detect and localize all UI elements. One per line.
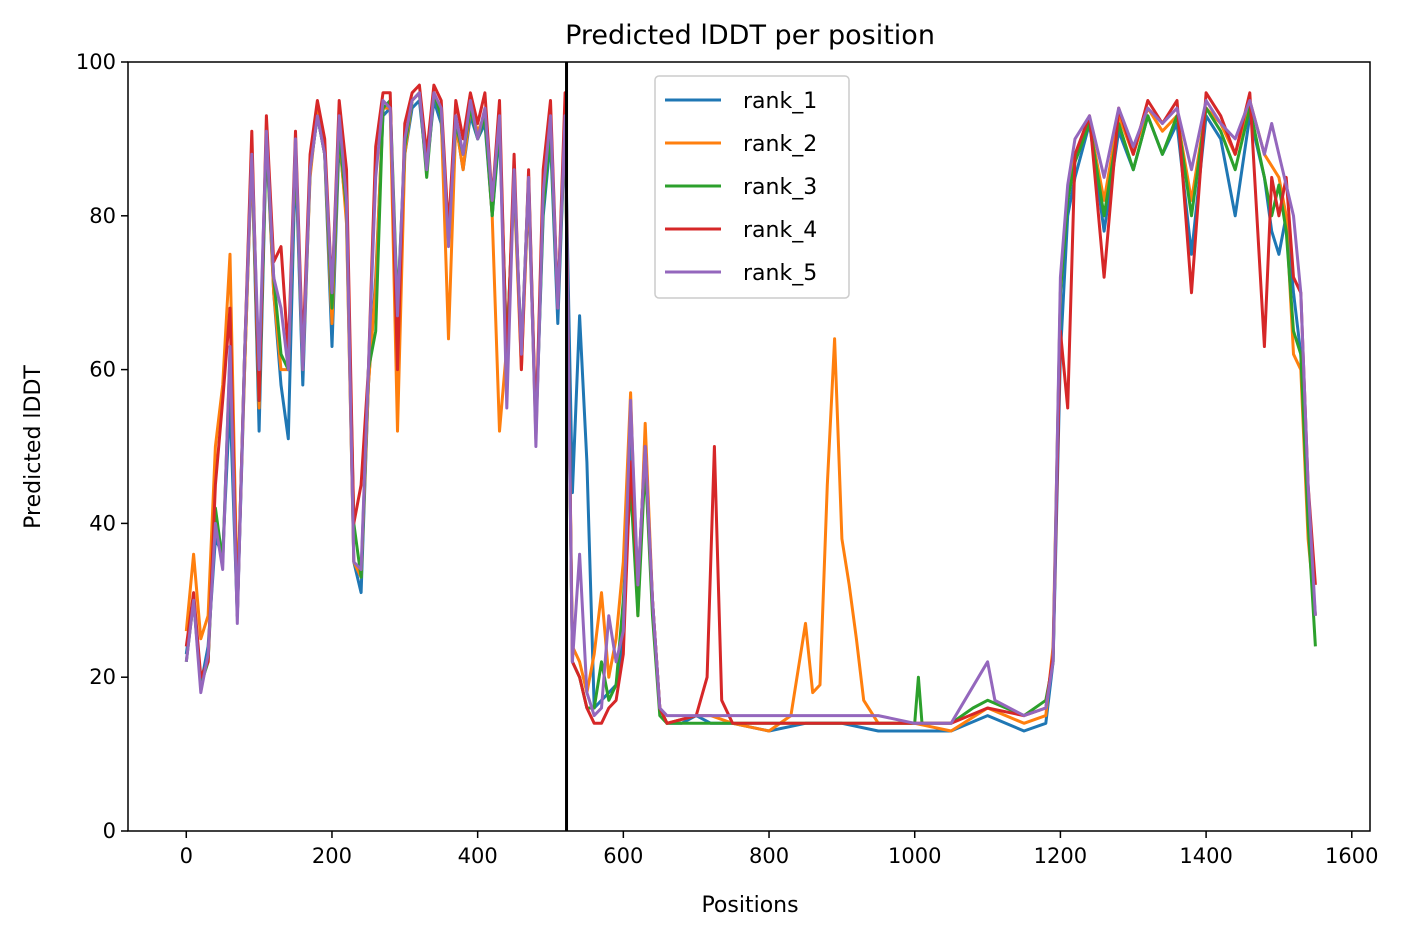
- x-tick-label: 1600: [1325, 844, 1378, 868]
- y-tick-label: 0: [103, 819, 116, 843]
- x-tick-label: 400: [458, 844, 498, 868]
- y-tick-label: 20: [89, 665, 116, 689]
- y-axis-title: Predicted lDDT: [21, 365, 46, 529]
- series-line-rank_5: [184, 91, 1317, 725]
- legend-label-rank_5: rank_5: [743, 261, 817, 286]
- x-tick-label: 200: [312, 844, 352, 868]
- x-tick-label: 1000: [888, 844, 941, 868]
- legend-box: [654, 75, 850, 299]
- y-tick-label: 60: [89, 358, 116, 382]
- chart-title: Predicted lDDT per position: [565, 20, 935, 51]
- legend-label-rank_3: rank_3: [743, 175, 817, 200]
- x-tick-label: 600: [603, 844, 643, 868]
- legend-label-rank_1: rank_1: [743, 89, 817, 114]
- axes-frame: [127, 61, 1371, 832]
- x-tick-label: 1400: [1179, 844, 1232, 868]
- x-tick-label: 1200: [1034, 844, 1087, 868]
- series-layer: [184, 62, 1317, 831]
- legend-label-rank_4: rank_4: [743, 218, 817, 243]
- legend: rank_1 rank_2 rank_3 rank_4 rank_5: [654, 75, 850, 299]
- x-axis-title: Positions: [701, 893, 798, 918]
- y-tick-label: 80: [89, 204, 116, 228]
- axes-layer: 0 200 400 600 800 1000 1200 1400 1600 0 20 40 60 80 10…: [76, 50, 1379, 868]
- y-tick-label: 40: [89, 511, 116, 535]
- x-tick-label: 800: [749, 844, 789, 868]
- x-tick-label: 0: [180, 844, 193, 868]
- y-tick-label: 100: [76, 50, 116, 74]
- legend-label-rank_2: rank_2: [743, 132, 817, 157]
